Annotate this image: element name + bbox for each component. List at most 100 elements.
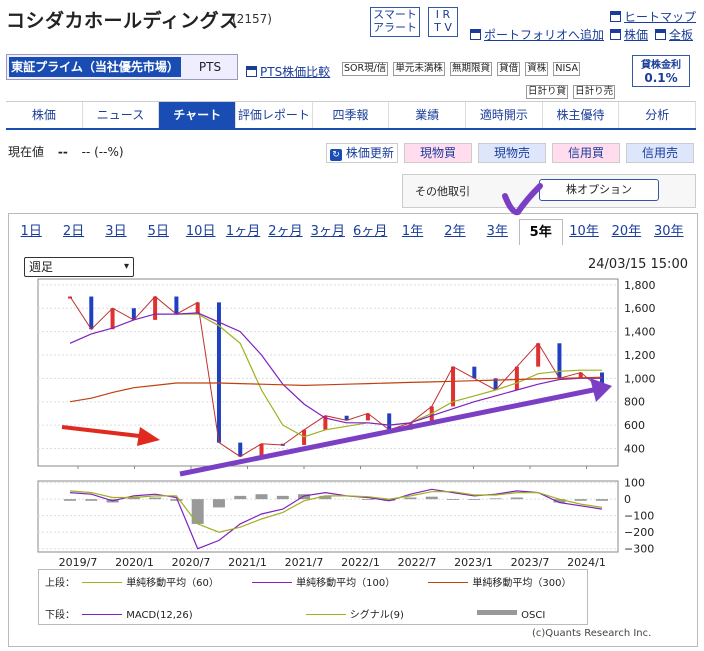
red-arrow-head [137,427,160,446]
heatmap-link[interactable]: ヒートマップ [610,8,696,25]
legend-osci: OSCI [521,610,546,621]
period-2y[interactable]: 2年 [444,224,466,239]
tab-benefits[interactable]: 株主優待 [543,102,620,128]
macd-line [69,488,603,550]
service-badges: SOR現/信 単元未満株 無期限貸 貸借 資株 NISA 日計り貸 日計り売 [342,56,628,99]
smart-alert-line1: スマート [373,8,417,21]
period-2m[interactable]: 2ヶ月 [268,224,303,239]
legend-signal-swatch [305,614,346,615]
price-bar [195,302,200,315]
tab-shikiho[interactable]: 四季報 [313,102,390,128]
window-icon [246,66,257,77]
refresh-icon: ↻ [330,149,343,161]
period-6m[interactable]: 6ヶ月 [353,224,388,239]
period-1d[interactable]: 1日 [20,224,42,239]
price-plot-area [37,278,619,467]
full-board-link[interactable]: 全板 [655,26,693,43]
current-price-row: 現在値 -- -- (--%) [8,143,124,160]
legend-bottom-label: 下段： [45,610,75,621]
tab-performance[interactable]: 業績 [389,102,467,128]
osci-bar [404,497,417,500]
price-tick-label: 1,000 [624,372,656,385]
legend-ma60: 単純移動平均（60） [126,578,219,589]
osci-bar [510,497,523,500]
stock-price-label: 株価 [624,28,649,42]
osci-bar [361,499,374,500]
smart-alert-button[interactable]: スマート アラート [370,7,420,37]
period-10y[interactable]: 10年 [569,224,599,239]
tab-price[interactable]: 株価 [6,102,83,128]
osci-bar [85,499,98,501]
tab-chart[interactable]: チャート [159,102,237,128]
window-icon [610,29,621,40]
osci-bar [319,495,332,500]
osci-bar [489,498,502,500]
heatmap-label: ヒートマップ [624,10,697,24]
x-tick-label: 2023/1 [454,556,493,569]
period-3d[interactable]: 3日 [105,224,127,239]
market-tab-prime[interactable]: 東証プライム（当社優先市場） [9,57,181,77]
legend-top-label: 上段： [45,578,75,589]
tab-disclosure[interactable]: 適時開示 [466,102,543,128]
interval-select[interactable]: 週足 ▾ [24,257,134,277]
lending-rate-box: 貸株金利 0.1% [632,55,690,87]
period-20y[interactable]: 20年 [611,224,642,239]
period-3y[interactable]: 3年 [486,224,508,239]
price-bar [514,366,519,391]
osci-bar [574,499,587,501]
legend-ma60-swatch [82,582,123,583]
ma-series-line [69,376,603,403]
price-tick-label: 1,400 [624,326,656,339]
market-tab-pts[interactable]: PTS [198,60,222,74]
margin-buy-button[interactable]: 信用買 [552,143,620,163]
period-30y[interactable]: 30年 [654,224,684,239]
portfolio-add-link[interactable]: ポートフォリオへ追加 [470,26,604,43]
period-5d[interactable]: 5日 [147,224,169,239]
refresh-button[interactable]: ↻ 株価更新 [326,143,398,163]
tab-analysis[interactable]: 分析 [619,102,697,128]
macd-tick-label: 100 [624,477,645,490]
price-change: -- (--%) [81,145,124,159]
price-tick-label: 600 [624,419,645,432]
other-trade-box: その他取引 株オプション [402,174,696,208]
stock-option-button[interactable]: 株オプション [539,179,659,201]
period-1m[interactable]: 1ヶ月 [225,224,261,239]
price-bar [557,343,562,379]
period-3m[interactable]: 3ヶ月 [310,224,345,239]
cash-sell-button[interactable]: 現物売 [478,143,546,163]
badge-nisa: NISA [553,62,580,76]
legend-ma100: 単純移動平均（100） [296,578,396,589]
credit: (c)Quants Research Inc. [532,628,652,639]
period-2d[interactable]: 2日 [62,224,85,239]
price-bar [536,343,541,367]
margin-sell-button[interactable]: 信用売 [626,143,694,163]
period-5y[interactable]: 5年 [518,219,563,245]
price-bar [344,415,349,421]
tab-report[interactable]: 評価レポート [236,102,313,128]
price-bar [365,413,370,421]
ir-tv-line2: T V [434,21,452,34]
price-bar [110,308,115,330]
ir-tv-button[interactable]: I R T V [428,7,458,37]
cash-buy-button[interactable]: 現物買 [404,143,472,163]
legend-bottom-row: 下段： MACD(12,26) シグナル(9) OSCI [45,606,545,621]
macd-tick-label: −300 [624,543,654,556]
tab-news[interactable]: ニュース [83,102,160,128]
ir-tv-line1: I R [435,8,451,21]
badge-lending: 貸借 [497,62,521,76]
stock-code: (2157) [232,12,272,26]
main-nav: 株価 ニュース チャート 評価レポート 四季報 業績 適時開示 株主優待 分析 [6,101,697,130]
stock-price-link[interactable]: 株価 [610,26,648,43]
period-10d[interactable]: 10日 [185,224,216,239]
pts-compare-link[interactable]: PTS株価比較 [246,63,330,80]
price-bar [238,442,243,457]
badge-capital: 資株 [525,62,549,76]
x-tick-label: 2020/7 [172,556,211,569]
window-icon [610,11,621,22]
price-bar [68,296,72,299]
x-tick-label: 2019/7 [59,556,98,569]
period-1y[interactable]: 1年 [401,224,424,239]
annotations [61,183,612,477]
price-series-line [69,295,603,458]
